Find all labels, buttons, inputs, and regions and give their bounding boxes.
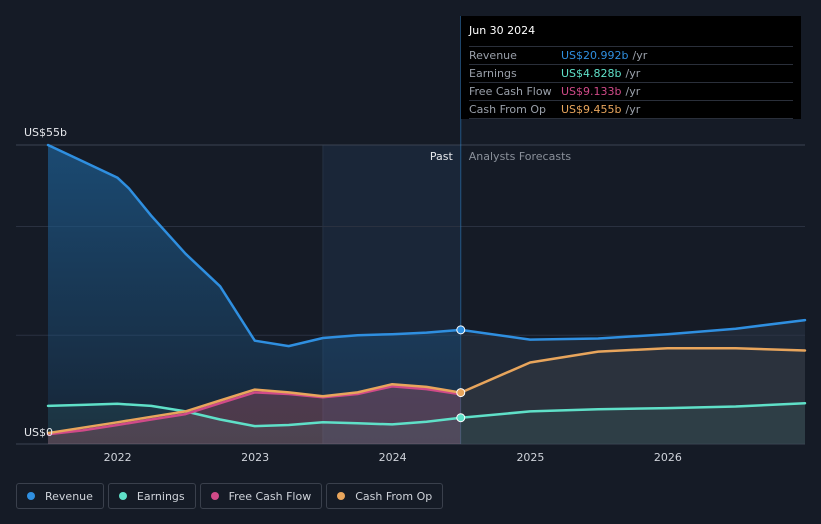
tooltip-unit: /yr — [625, 103, 641, 116]
legend-dot-icon — [337, 492, 346, 500]
legend-label: Earnings — [136, 489, 185, 503]
cash-from-op-line — [46, 347, 807, 435]
tooltip-series-name: Free Cash Flow — [469, 85, 552, 98]
x-tick-label: 2024 — [379, 451, 407, 464]
x-tick-label: 2022 — [104, 451, 132, 464]
tooltip-row: Cash From Op US$9.455b/yr — [469, 100, 793, 119]
fcf-area-past — [48, 386, 461, 444]
tooltip-value: US$9.133b — [561, 85, 622, 98]
tooltip-series-name: Earnings — [469, 67, 517, 80]
legend: Revenue Earnings Free Cash Flow Cash From O… — [16, 483, 444, 509]
x-tick-label: 2023 — [241, 451, 269, 464]
legend-item-earnings[interactable]: Earnings — [107, 483, 196, 509]
earnings-area — [48, 403, 805, 444]
legend-dot-icon — [210, 492, 219, 500]
tooltip-value: US$4.828b — [561, 67, 622, 80]
x-tick-label: 2025 — [516, 451, 544, 464]
y-min-label: US$0 — [24, 426, 53, 439]
past-label: Past — [430, 150, 454, 163]
tooltip-series-name: Cash From Op — [469, 103, 547, 116]
cfo-area-past — [48, 384, 461, 444]
legend-item-revenue[interactable]: Revenue — [16, 483, 104, 509]
marker-revenue — [456, 325, 466, 335]
legend-label: Revenue — [45, 489, 93, 503]
legend-label: Cash From Op — [355, 489, 433, 503]
x-tick-label: 2026 — [654, 451, 682, 464]
forecast-label: Analysts Forecasts — [469, 150, 572, 163]
tooltip: Jun 30 2024 Revenue US$20.992b/yr Earnings… — [461, 16, 801, 119]
tooltip-unit: /yr — [625, 67, 641, 80]
tooltip-series-name: Revenue — [469, 49, 517, 62]
marker-cash-from-op — [456, 388, 466, 398]
revenue-line — [46, 143, 807, 348]
tooltip-value: US$9.455b — [561, 103, 622, 116]
tooltip-unit: /yr — [625, 85, 641, 98]
earnings-line — [46, 401, 807, 428]
tooltip-row: Earnings US$4.828b/yr — [469, 64, 793, 82]
legend-item-free-cash-flow[interactable]: Free Cash Flow — [199, 483, 323, 509]
legend-item-cash-from-op[interactable]: Cash From Op — [326, 483, 444, 509]
tooltip-unit: /yr — [632, 49, 648, 62]
revenue-area-past — [48, 145, 461, 444]
legend-dot-icon — [118, 492, 127, 500]
free-cash-flow-line — [46, 385, 463, 436]
y-max-label: US$55b — [24, 126, 67, 139]
cfo-area-forecast — [460, 348, 805, 444]
tooltip-value: US$20.992b — [561, 49, 629, 62]
tooltip-row: Revenue US$20.992b/yr — [469, 46, 793, 64]
revenue-area-forecast — [460, 320, 805, 444]
tooltip-row: Free Cash Flow US$9.133b/yr — [469, 82, 793, 100]
legend-dot-icon — [27, 492, 35, 500]
tooltip-date: Jun 30 2024 — [469, 24, 536, 37]
legend-label: Free Cash Flow — [228, 489, 312, 503]
marker-earnings — [456, 413, 466, 423]
